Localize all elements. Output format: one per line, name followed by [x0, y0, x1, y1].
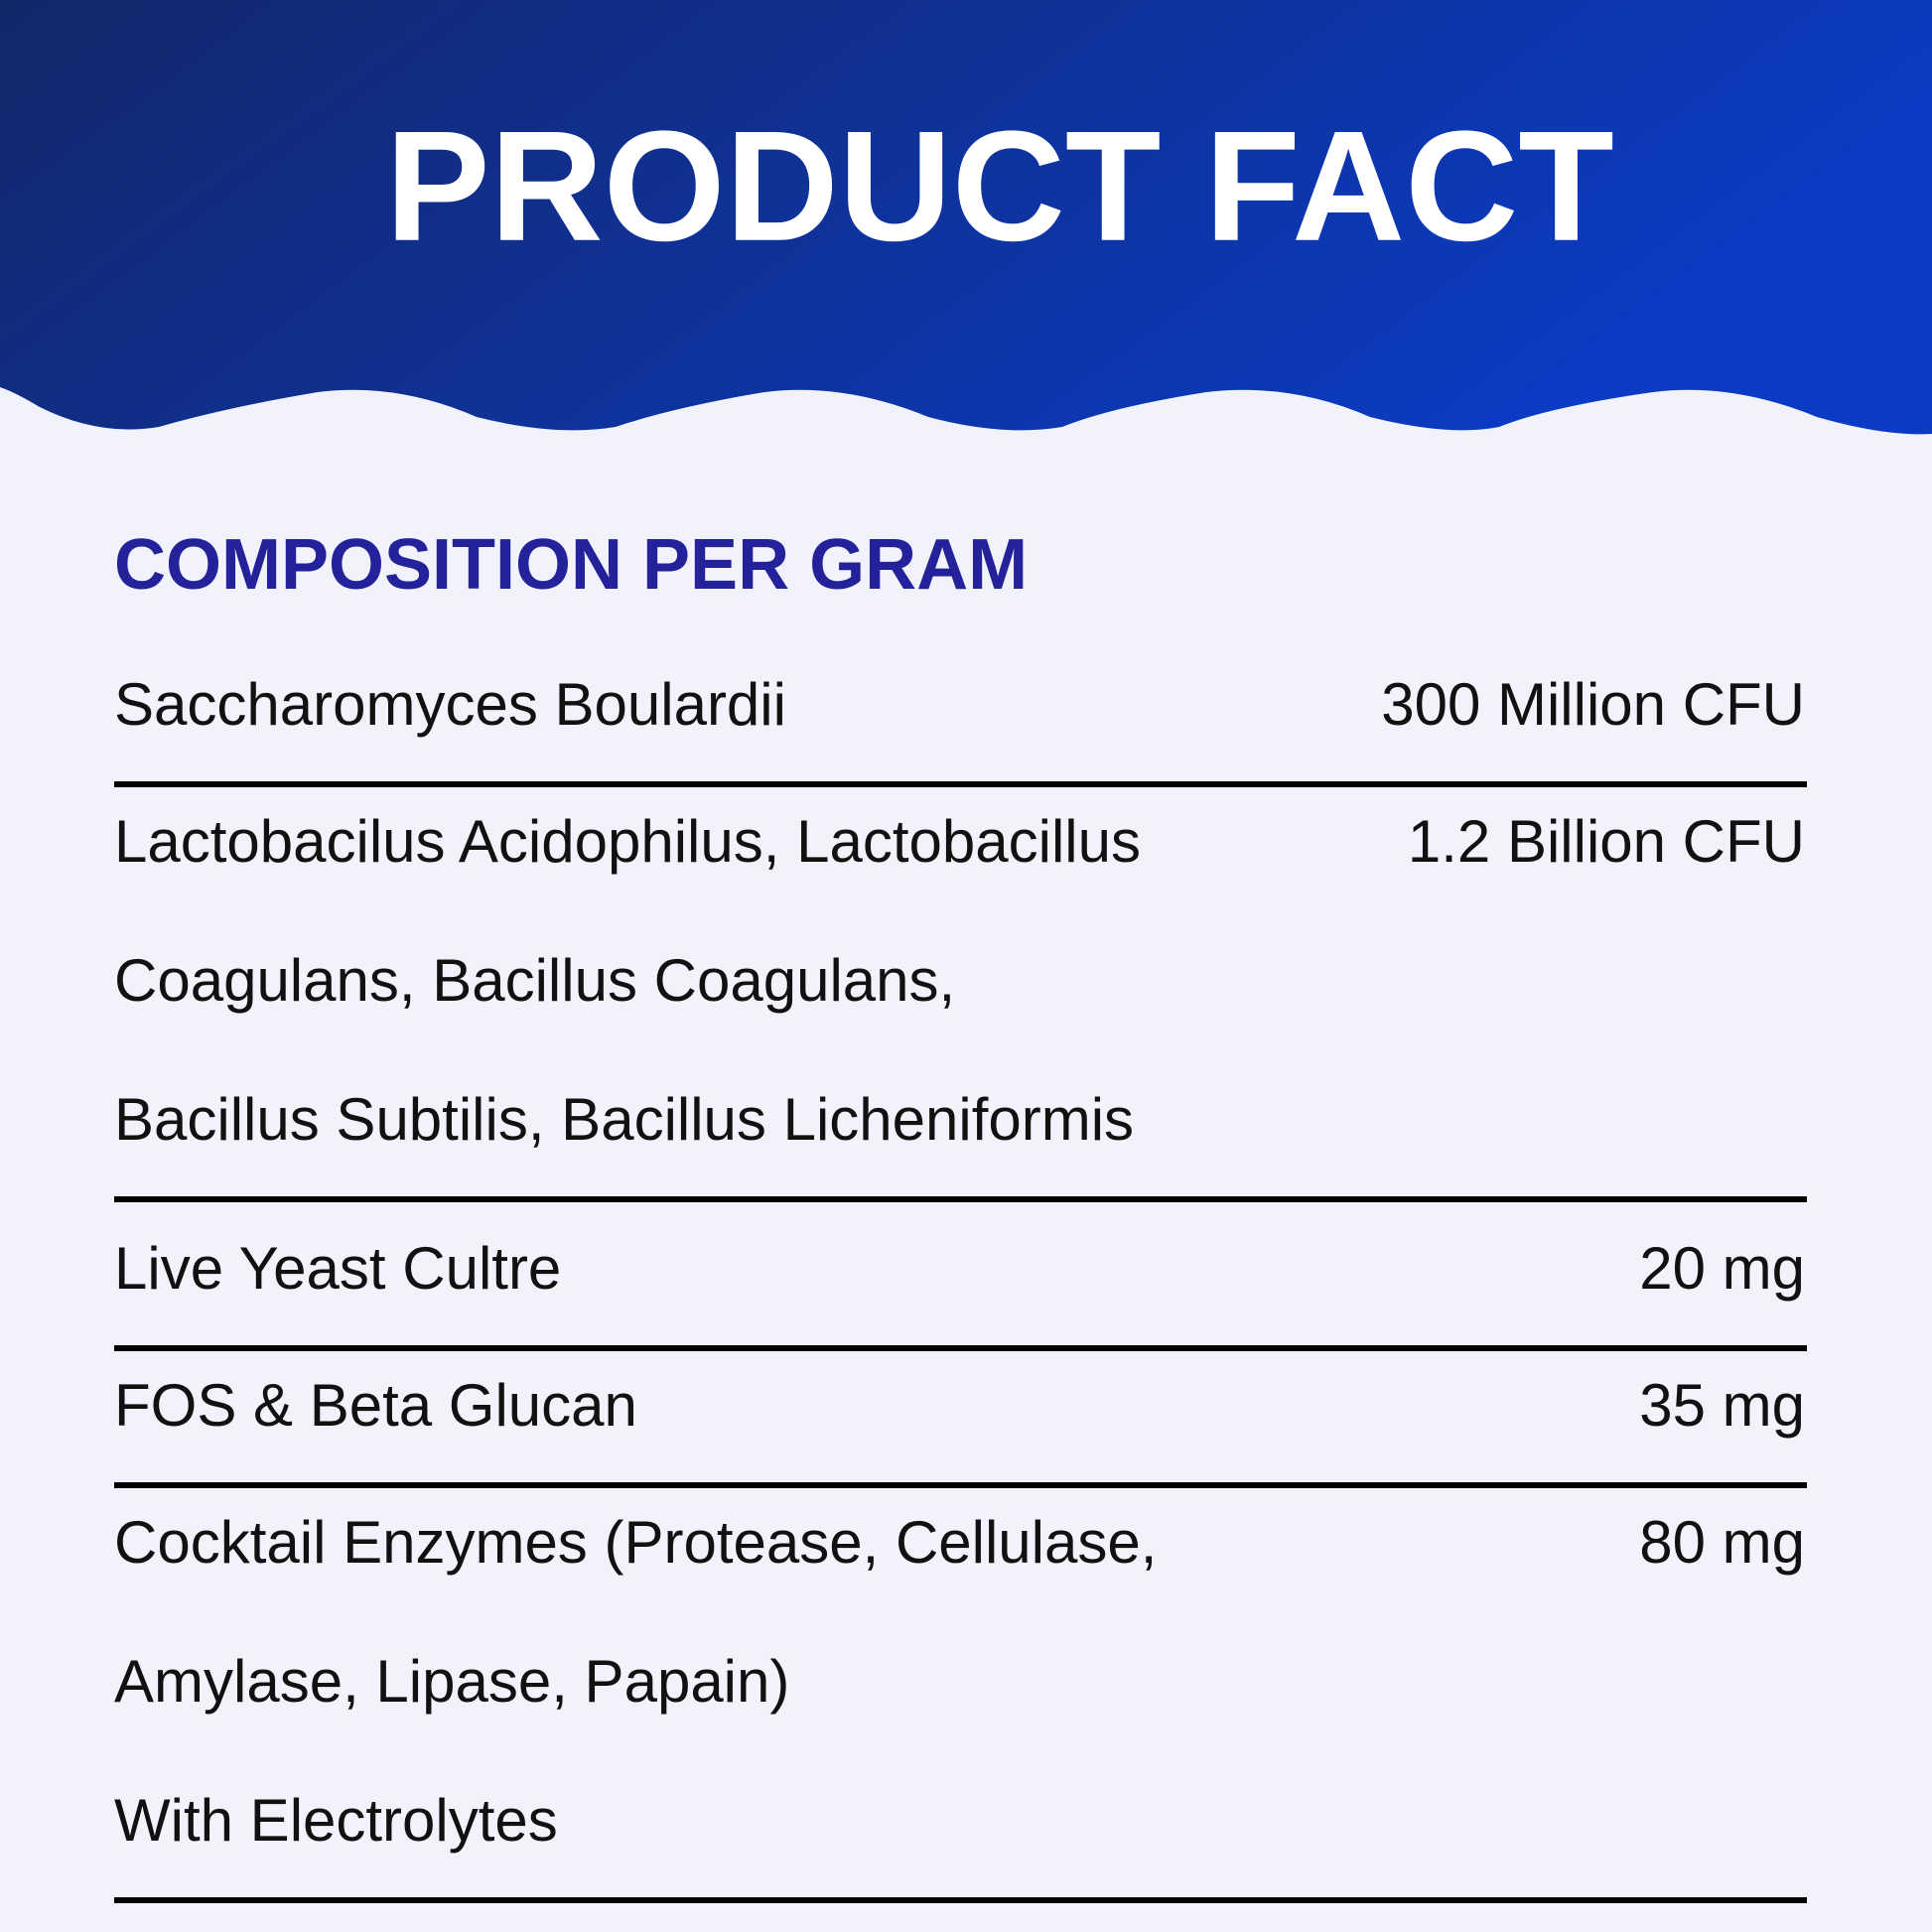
ingredient: Lactobacilus Acidophilus, Lactobacillus	[114, 808, 1141, 875]
header-banner	[0, 0, 1932, 435]
ingredient: Amylase, Lipase, Papain)	[114, 1648, 789, 1715]
ingredient: Cocktail Enzymes (Protease, Cellulase,	[114, 1509, 1157, 1576]
ingredient: Live Yeast Cultre	[114, 1235, 561, 1302]
ingredient: Bacillus Subtilis, Bacillus Licheniformi…	[114, 1086, 1134, 1153]
amount: 1.2 Billion CFU	[1408, 808, 1805, 875]
ingredient: Saccharomyces Boulardii	[114, 671, 786, 738]
composition-table: Saccharomyces Boulardii 300 Million CFU La…	[114, 671, 1807, 1903]
ingredient: FOS & Beta Glucan	[114, 1372, 637, 1439]
amount: 80 mg	[1639, 1509, 1805, 1576]
amount: 300 Million CFU	[1381, 671, 1805, 738]
amount: 35 mg	[1639, 1372, 1805, 1439]
title: PRODUCT FACT	[385, 99, 1614, 274]
ingredient: With Electrolytes	[114, 1787, 558, 1854]
amount: 20 mg	[1639, 1235, 1805, 1302]
section-title: COMPOSITION PER GRAM	[114, 525, 1028, 605]
ingredient: Coagulans, Bacillus Coagulans,	[114, 947, 955, 1014]
